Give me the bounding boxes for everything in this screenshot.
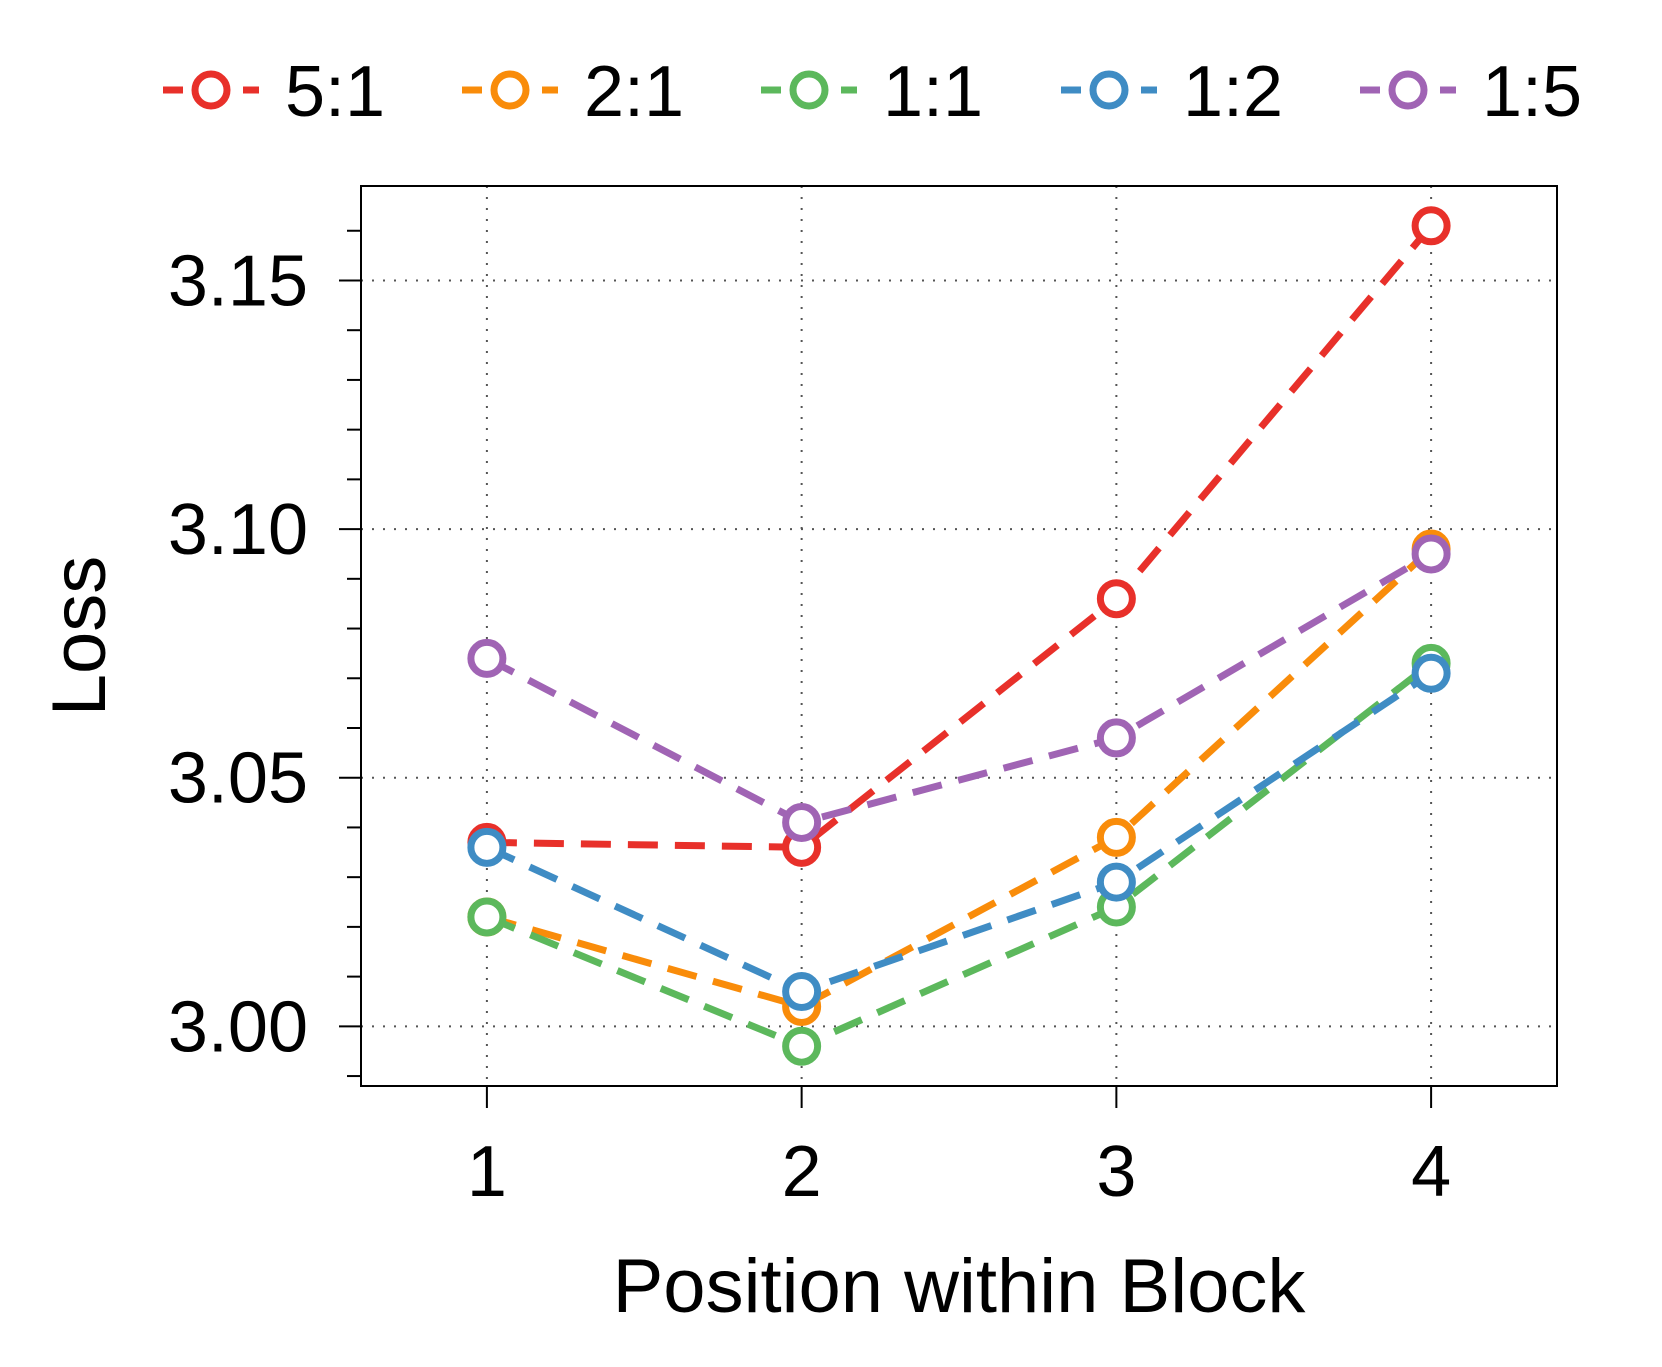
x-tick-label: 3 [1096,1132,1136,1212]
series-1-to-2 [467,653,1451,1012]
legend-label: 5:1 [285,52,385,132]
data-point [1096,862,1136,902]
data-point [782,972,822,1012]
legend-item: 2:1 [462,52,684,132]
legend-label: 1:5 [1482,52,1582,132]
y-tick-label: 3.15 [168,241,308,321]
x-axis: 1 2 3 4 [467,1086,1451,1212]
x-tick-label: 1 [467,1132,507,1212]
y-tick-label: 3.10 [168,490,308,570]
grid [361,186,1557,1086]
data-point [782,1026,822,1066]
series-1-to-5 [467,534,1451,842]
legend-marker [1089,70,1129,110]
legend-label: 1:2 [1183,52,1283,132]
y-tick-label: 3.00 [168,987,308,1067]
data-point [1096,817,1136,857]
data-point [1411,534,1451,574]
legend-item: 5:1 [163,52,385,132]
series-line [485,660,1434,1050]
series-line [486,223,1434,851]
data-point [1411,206,1451,246]
data-point [467,638,507,678]
legend: 5:1 2:1 1:1 1:2 1:5 [163,52,1582,132]
legend-item: 1:5 [1360,52,1582,132]
legend-marker [1388,70,1428,110]
legend-marker [789,70,829,110]
legend-item: 1:1 [761,52,983,132]
data-point [1096,579,1136,619]
series-1-to-1 [467,643,1451,1066]
legend-marker [191,70,231,110]
data-point [1096,718,1136,758]
x-tick-label: 4 [1411,1132,1451,1212]
y-axis-label: Loss [37,556,122,717]
legend-marker [490,70,530,110]
y-axis: 3.00 3.05 3.10 3.15 [168,229,361,1078]
data-point [467,827,507,867]
legend-label: 1:1 [883,52,983,132]
series-line [485,550,1433,826]
data-point [467,897,507,937]
data-point [782,802,822,842]
series-line [485,670,1434,996]
series-line [485,546,1434,1010]
legend-label: 2:1 [584,52,684,132]
y-tick-label: 3.05 [168,739,308,819]
plot-frame [360,185,1558,1087]
series-layer [467,206,1451,1066]
x-tick-label: 2 [782,1132,822,1212]
x-axis-label: Position within Block [613,1244,1307,1329]
data-point [1411,653,1451,693]
legend-item: 1:2 [1061,52,1283,132]
